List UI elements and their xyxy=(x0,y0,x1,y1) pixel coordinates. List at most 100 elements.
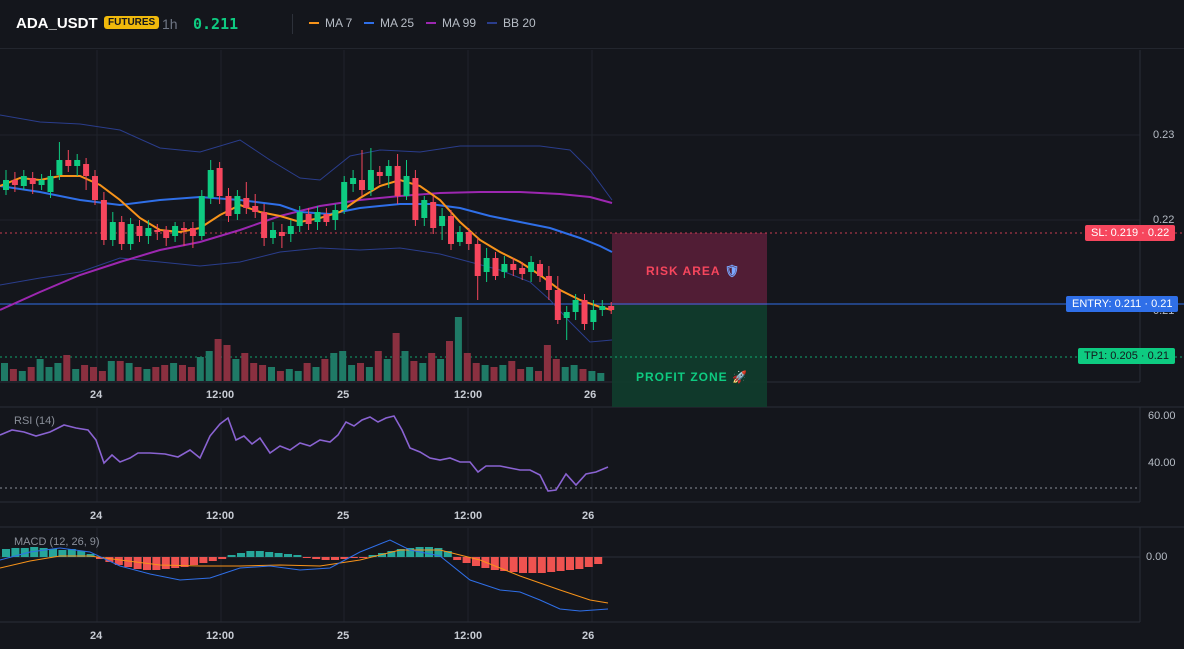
macd-hist-bar xyxy=(359,557,368,558)
volume-bar xyxy=(348,365,356,381)
legend-bb20[interactable]: BB 20 xyxy=(487,16,536,30)
candle-body xyxy=(74,160,81,166)
stop-loss-tag[interactable]: SL: 0.219 · 0.22 xyxy=(1085,225,1176,241)
legend-ma25[interactable]: MA 25 xyxy=(364,16,414,30)
candle-body xyxy=(163,230,170,238)
volume-bar xyxy=(552,359,560,381)
volume-bar xyxy=(285,369,293,381)
macd-hist-bar xyxy=(500,557,509,571)
macd-hist-bar xyxy=(443,551,452,557)
time-tick: 12:00 xyxy=(454,510,483,522)
volume-bar xyxy=(383,359,391,381)
macd-hist-bar xyxy=(331,557,339,560)
volume-bar xyxy=(179,365,186,381)
candle-body xyxy=(65,160,72,166)
volume-bar xyxy=(437,359,445,381)
rsi-label[interactable]: RSI (14) xyxy=(14,415,55,427)
candle-body xyxy=(501,264,508,272)
volume-bar xyxy=(392,333,400,381)
candle-body xyxy=(109,222,116,240)
candle-body xyxy=(367,170,374,190)
candlestick-series xyxy=(3,142,615,340)
candle-body xyxy=(572,300,579,312)
volume-bar xyxy=(294,371,302,381)
candle-body xyxy=(287,226,294,234)
entry-tag[interactable]: ENTRY: 0.211 · 0.21 xyxy=(1066,296,1179,312)
legend-ma99[interactable]: MA 99 xyxy=(426,16,476,30)
macd-hist-bar xyxy=(434,548,443,557)
candle-body xyxy=(581,300,588,324)
candle-body xyxy=(225,196,232,216)
volume-bar xyxy=(232,359,240,381)
bb-lower-line xyxy=(0,247,613,343)
macd-hist-bar xyxy=(519,557,527,573)
candle-body xyxy=(590,310,597,322)
time-tick: 26 xyxy=(582,630,595,642)
time-tick: 26 xyxy=(584,389,597,401)
candle-body xyxy=(83,164,90,176)
macd-hist-bar xyxy=(152,557,161,570)
last-price: 0.211 xyxy=(193,15,239,33)
legend-ma25-label: MA 25 xyxy=(380,16,415,30)
volume-bar xyxy=(374,351,382,381)
legend-ma99-label: MA 99 xyxy=(442,16,477,30)
volume-bar xyxy=(152,367,160,381)
rsi-line xyxy=(0,415,609,492)
volume-bar xyxy=(45,367,53,381)
candle-body xyxy=(172,226,179,236)
volume-bar xyxy=(321,359,329,381)
macd-hist-bar xyxy=(105,557,114,562)
candle-body xyxy=(118,222,125,244)
macd-hist-bar xyxy=(453,557,462,560)
price-tick: 0.23 xyxy=(1153,129,1175,141)
volume-bar xyxy=(526,367,534,381)
macd-hist-bar xyxy=(537,557,546,573)
candle-body xyxy=(439,216,446,226)
candle-body xyxy=(47,176,54,192)
candle-body xyxy=(528,262,535,272)
volume-bar xyxy=(588,371,596,381)
volume-series xyxy=(1,317,605,381)
symbol-label[interactable]: ADA_USDT xyxy=(16,15,98,32)
ma7-line xyxy=(0,175,613,311)
volume-bar xyxy=(54,363,62,381)
volume-bar xyxy=(357,363,364,381)
macd-hist-bar xyxy=(556,557,565,571)
candle-body xyxy=(403,176,410,196)
macd-signal-line xyxy=(0,549,609,604)
macd-hist-bar xyxy=(171,557,180,568)
volume-bar xyxy=(161,365,169,381)
ma25-swatch-icon xyxy=(364,22,374,24)
risk-area-zone xyxy=(612,233,767,305)
candle-body xyxy=(11,180,18,185)
candle-body xyxy=(38,180,45,185)
candle-body xyxy=(394,166,401,196)
candle-body xyxy=(56,160,63,175)
macd-hist-bar xyxy=(547,557,556,572)
legend-ma7[interactable]: MA 7 xyxy=(309,16,352,30)
candle-body xyxy=(243,198,250,208)
macd-hist-bar xyxy=(490,557,499,570)
take-profit-tag[interactable]: TP1: 0.205 · 0.21 xyxy=(1078,348,1175,364)
volume-bar xyxy=(312,367,320,381)
timeframe-label[interactable]: 1h xyxy=(162,16,178,32)
macd-hist-bar xyxy=(49,549,57,557)
macd-hist-bar xyxy=(20,548,29,557)
volume-bar xyxy=(446,341,453,381)
rocket-icon: 🚀 xyxy=(732,370,748,384)
time-tick: 12:00 xyxy=(206,510,235,522)
volume-bar xyxy=(143,369,151,381)
ma7-swatch-icon xyxy=(309,22,319,24)
shield-icon: 🛡 xyxy=(724,264,741,278)
macd-hist-bar xyxy=(11,548,20,557)
candle-body xyxy=(563,312,570,318)
macd-label[interactable]: MACD (12, 26, 9) xyxy=(14,536,100,548)
volume-bar xyxy=(276,371,284,381)
rsi-tick: 60.00 xyxy=(1148,410,1176,422)
macd-hist-bar xyxy=(368,555,377,557)
ma25-line xyxy=(0,185,613,253)
time-tick: 12:00 xyxy=(454,630,483,642)
macd-hist-bar xyxy=(77,551,86,557)
macd-hist-bar xyxy=(114,557,123,565)
